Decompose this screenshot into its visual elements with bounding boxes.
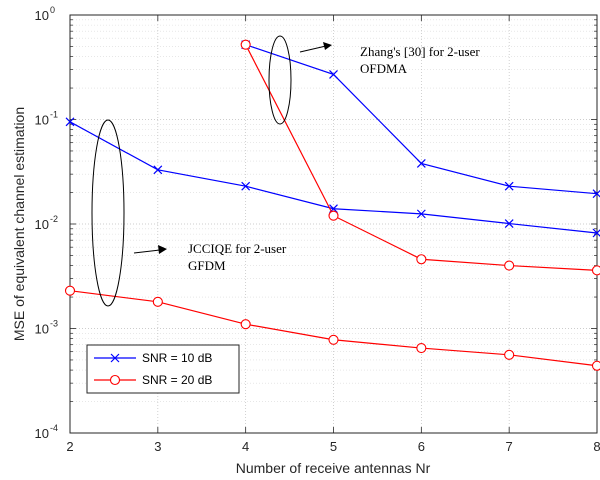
y-tick-label-exponent: -2 [50, 214, 58, 224]
legend: SNR = 10 dB SNR = 20 dB [86, 344, 240, 394]
circle-marker [109, 374, 121, 386]
circle-marker [416, 343, 427, 354]
annotation-jcciqe-line2: GFDM [188, 258, 226, 273]
circle-marker [152, 296, 163, 307]
y-tick-label-base: 10 [35, 113, 49, 128]
y-tick-label-base: 10 [35, 217, 49, 232]
series-1 [64, 285, 600, 371]
annotation-zhang-line1: Zhang's [30] for 2-user [360, 44, 480, 59]
x-marker [416, 158, 426, 168]
x-marker [241, 181, 251, 191]
annotation-arrow-zhang [299, 45, 327, 53]
x-marker [416, 209, 426, 219]
x-tick-labels: 2 3 4 5 6 7 8 [66, 439, 600, 454]
x-tick-label: 6 [418, 439, 425, 454]
annotation-ellipse-jcciqe [91, 119, 125, 307]
circle-marker [240, 319, 251, 330]
annotation-arrow-jcciqe [133, 249, 161, 254]
y-tick-label-exponent: -3 [50, 319, 58, 329]
annotation-ellipse-zhang [268, 35, 292, 125]
y-tick-label-base: 10 [35, 426, 49, 441]
x-tick-label: 4 [242, 439, 249, 454]
y-tick-label-exponent: -1 [50, 110, 58, 120]
legend-label: SNR = 20 dB [142, 373, 212, 387]
y-tick-label-base: 10 [35, 322, 49, 337]
y-tick-label-exponent: -4 [50, 423, 58, 433]
circle-marker [328, 210, 339, 221]
legend-items: SNR = 10 dB SNR = 20 dB [94, 351, 212, 387]
circle-marker [240, 39, 251, 50]
tick-marks [69, 14, 598, 434]
circle-marker [64, 285, 76, 296]
x-tick-label: 8 [593, 439, 600, 454]
circle-marker [328, 334, 339, 345]
series-3 [240, 39, 600, 276]
circle-marker [416, 254, 427, 265]
x-tick-label: 5 [330, 439, 337, 454]
annotation-jcciqe-line1: JCCIQE for 2-user [188, 241, 287, 256]
legend-label: SNR = 10 dB [142, 351, 212, 365]
circle-marker [591, 265, 600, 276]
x-axis-label: Number of receive antennas Nr [236, 460, 431, 476]
x-tick-label: 2 [66, 439, 73, 454]
legend-box [86, 344, 240, 394]
annotation-zhang-line2: OFDMA [360, 61, 408, 76]
y-axis-label: MSE of equivalent channel estimation [11, 107, 27, 341]
x-marker [329, 69, 338, 79]
x-tick-label: 3 [154, 439, 161, 454]
annotation-arrowhead-jcciqe [158, 245, 167, 254]
x-marker [153, 165, 163, 175]
x-tick-label: 7 [506, 439, 513, 454]
circle-marker [504, 349, 515, 360]
x-marker [504, 219, 514, 228]
circle-marker [591, 360, 600, 371]
y-tick-label-base: 10 [35, 8, 49, 23]
x-marker [504, 181, 514, 191]
x-marker [65, 117, 75, 127]
y-tick-label-exponent: 0 [50, 5, 55, 15]
annotation-arrowhead-zhang [323, 42, 332, 50]
circle-marker [504, 260, 515, 271]
x-marker [110, 353, 120, 363]
series-group [64, 39, 600, 371]
